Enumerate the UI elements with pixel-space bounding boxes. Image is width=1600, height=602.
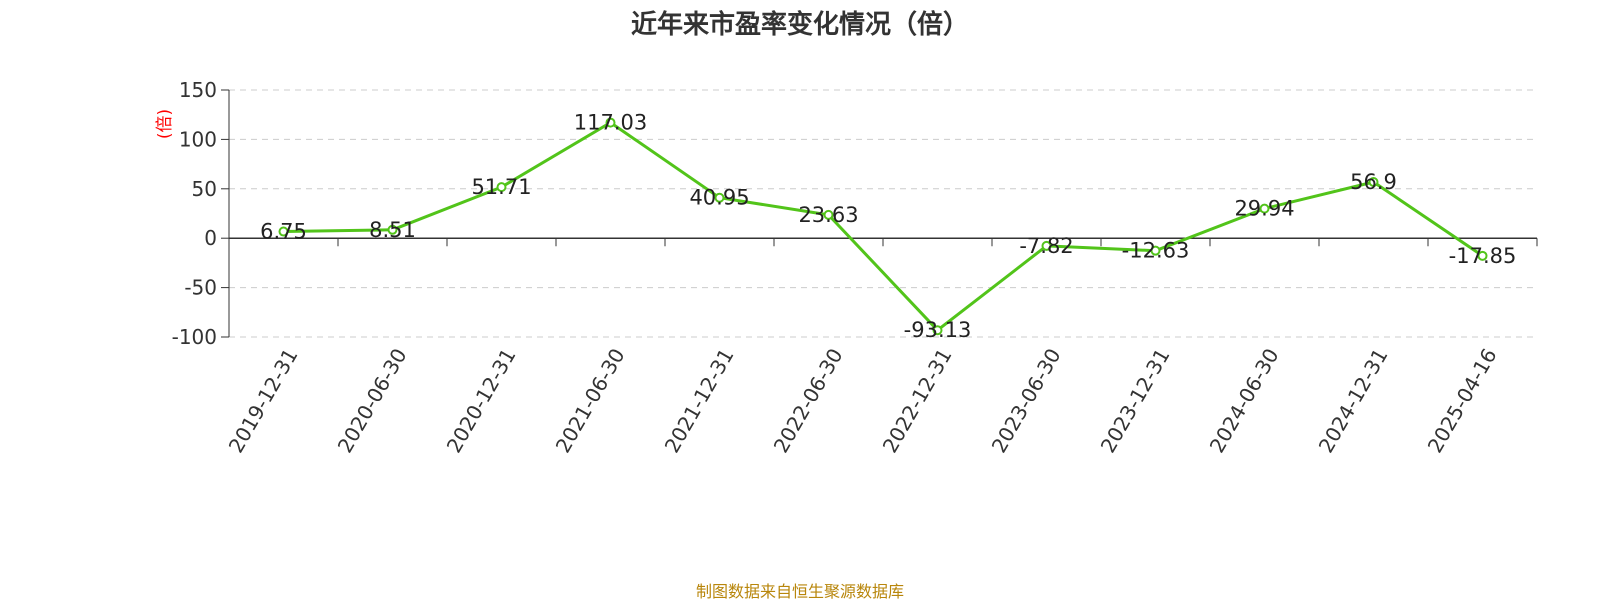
data-label: 56.9 <box>1350 170 1397 194</box>
data-label: 8.51 <box>369 218 416 242</box>
x-tick-label: 2020-12-31 <box>442 344 521 457</box>
x-tick-label: 2024-06-30 <box>1205 344 1284 457</box>
x-tick-label: 2021-06-30 <box>551 344 630 457</box>
y-tick-label: -100 <box>172 325 217 349</box>
y-tick-label: 0 <box>204 226 217 250</box>
data-point <box>1150 245 1161 256</box>
grid-lines <box>229 89 1537 338</box>
data-label: -17.85 <box>1449 244 1517 268</box>
x-tick-label: 2021-12-31 <box>660 344 739 457</box>
data-label: 23.63 <box>798 203 858 227</box>
data-point <box>1041 240 1052 251</box>
chart-title: 近年来市盈率变化情况（倍） <box>630 10 969 40</box>
data-label: 6.75 <box>260 220 307 244</box>
data-label: 40.95 <box>689 186 749 210</box>
series-line-group <box>278 117 1488 336</box>
data-point <box>387 224 398 235</box>
data-point <box>1259 203 1270 214</box>
x-tick-label: 2023-06-30 <box>987 344 1066 457</box>
data-point <box>1368 176 1379 187</box>
series-line <box>283 121 1484 332</box>
y-axis-label: (倍) <box>155 109 175 139</box>
x-tick-label: 2025-04-16 <box>1423 344 1502 457</box>
y-tick-label: 100 <box>179 127 217 151</box>
x-tick-label: 2022-06-30 <box>769 344 848 457</box>
x-tick-label: 2023-12-31 <box>1096 344 1175 457</box>
y-tick-label: -50 <box>184 276 217 300</box>
data-label: -93.13 <box>904 318 972 342</box>
y-tick-label: 50 <box>192 177 217 201</box>
data-point <box>278 226 289 237</box>
y-tick-label: 150 <box>179 78 217 102</box>
axes: 150 100 50 0 -50 -100 2019-12-31 2020-06-30 2020… <box>172 78 1538 457</box>
source-note: 制图数据来自恒生聚源数据库 <box>695 582 904 601</box>
data-point <box>932 325 943 336</box>
data-point <box>496 182 507 193</box>
x-tick-label: 2022-12-31 <box>878 344 957 457</box>
data-point <box>605 117 616 128</box>
x-tick-label: 2020-06-30 <box>333 344 412 457</box>
data-labels: 6.75 8.51 51.71 117.03 40.95 23.63 -93.13 -7.82… <box>260 111 1516 343</box>
data-point <box>1477 250 1488 261</box>
data-label: 29.94 <box>1234 197 1294 221</box>
data-label: -7.82 <box>1019 234 1073 258</box>
data-label: 117.03 <box>574 111 647 135</box>
data-point <box>714 192 725 203</box>
data-point <box>823 209 834 220</box>
data-label: -12.63 <box>1122 239 1190 263</box>
data-label: 51.71 <box>471 175 531 199</box>
x-tick-label: 2024-12-31 <box>1314 344 1393 457</box>
x-tick-label: 2019-12-31 <box>224 344 303 457</box>
